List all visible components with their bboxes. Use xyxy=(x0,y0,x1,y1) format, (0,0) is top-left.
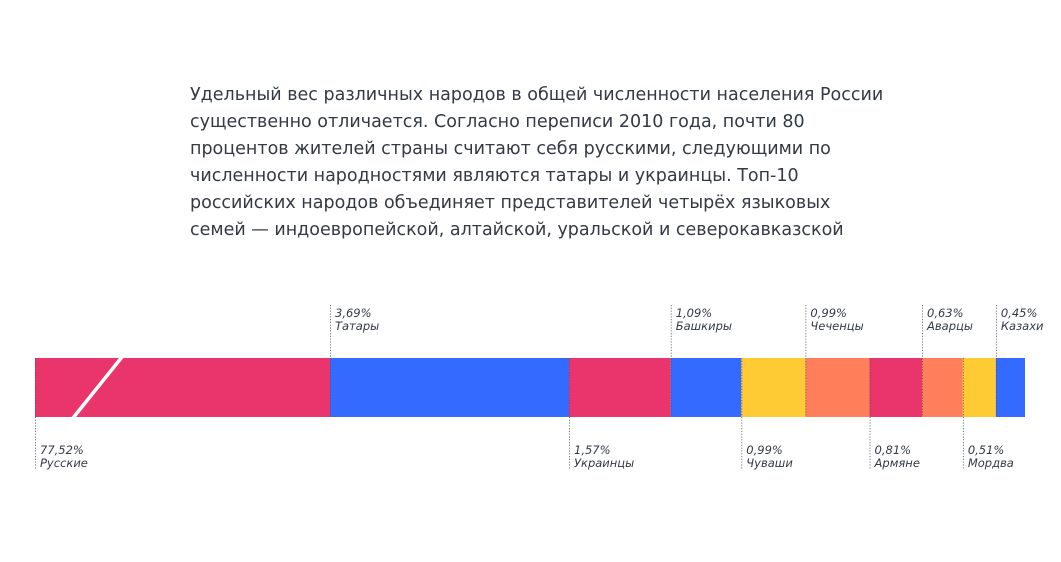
value-label: 3,69% xyxy=(335,306,372,320)
value-label: 1,09% xyxy=(676,306,713,320)
bar-segments xyxy=(35,358,1025,417)
category-label: Чеченцы xyxy=(810,319,863,333)
bar-segment xyxy=(741,358,806,417)
category-label: Татары xyxy=(335,319,379,333)
bar-segment xyxy=(569,358,671,417)
bar-segment xyxy=(922,358,963,417)
segment-labels: 77,52%Русские 3,69%Татары 1,57%Украинцы 1,0… xyxy=(40,306,1044,470)
label-guides xyxy=(35,305,997,470)
bar-segment xyxy=(869,358,923,417)
axis-break-mark xyxy=(71,355,124,420)
category-label: Украинцы xyxy=(574,456,634,470)
category-label: Мордва xyxy=(968,456,1014,470)
value-label: 0,81% xyxy=(875,443,912,457)
category-label: Чуваши xyxy=(746,456,793,470)
value-label: 0,99% xyxy=(810,306,847,320)
bar-segment xyxy=(670,358,742,417)
category-label: Казахи xyxy=(1001,319,1044,333)
value-label: 0,63% xyxy=(927,306,964,320)
category-label: Башкиры xyxy=(676,319,732,333)
bar-segment xyxy=(35,358,330,417)
category-label: Армяне xyxy=(874,456,920,470)
category-label: Аварцы xyxy=(926,319,973,333)
value-label: 77,52% xyxy=(40,443,84,457)
bar-segment xyxy=(805,358,870,417)
value-label: 0,45% xyxy=(1001,306,1038,320)
value-label: 0,99% xyxy=(746,443,783,457)
intro-text: Удельный вес различных народов в общей ч… xyxy=(190,85,884,240)
value-label: 0,51% xyxy=(968,443,1005,457)
value-label: 1,57% xyxy=(574,443,611,457)
bar-segment xyxy=(995,358,1025,417)
category-label: Русские xyxy=(40,456,88,470)
bar-segment xyxy=(330,358,570,417)
bar-segment xyxy=(962,358,996,417)
